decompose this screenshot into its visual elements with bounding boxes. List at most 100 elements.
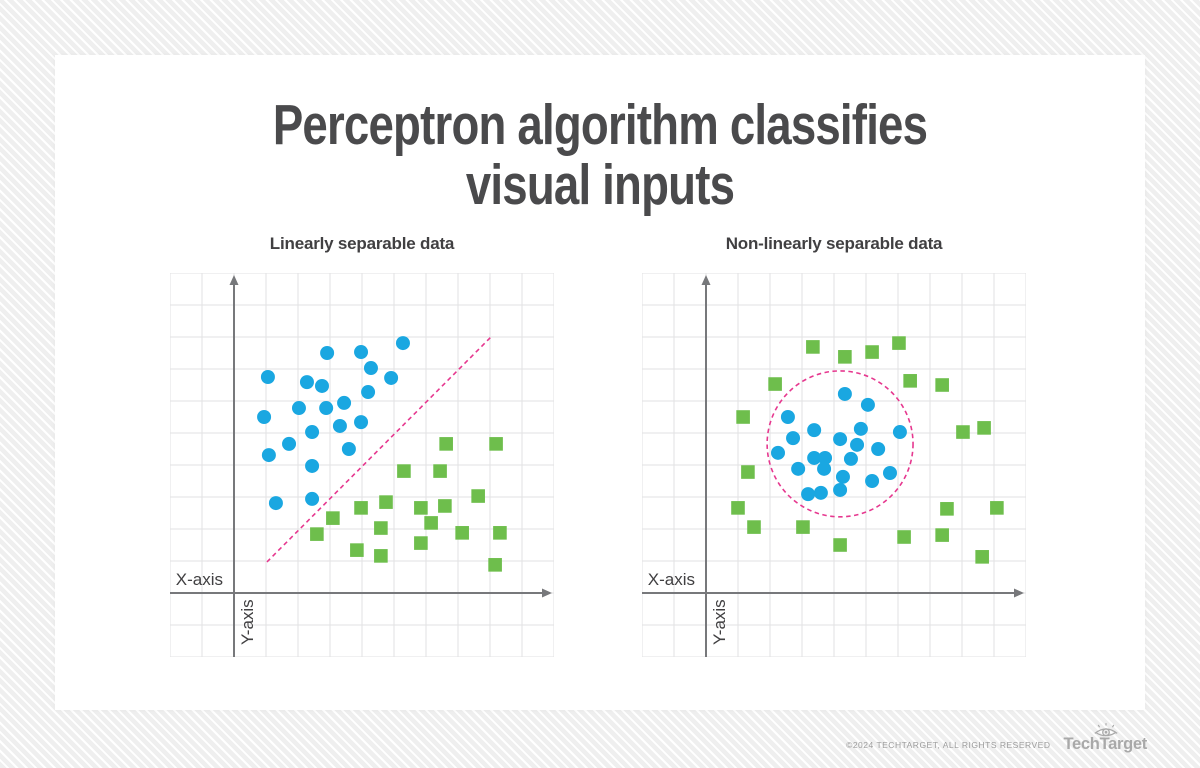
chart-linearly-separable: Linearly separable data X-axis Y-axis [170,233,554,657]
data-point [786,431,801,446]
data-point [935,378,949,392]
footer: ©2024 TECHTARGET, ALL RIGHTS RESERVED Te… [846,722,1147,754]
data-point [384,370,399,385]
data-point [975,550,989,564]
page-title-line2: visual inputs [465,153,735,217]
data-point [850,437,865,452]
decision-boundary [266,336,492,563]
chart-title-linear: Linearly separable data [269,234,455,253]
data-point [489,437,503,451]
data-point [310,527,324,541]
data-point [771,445,785,460]
data-point [837,386,852,401]
data-point [843,451,858,466]
data-point [817,461,832,476]
data-point [455,526,469,540]
data-point [860,397,875,412]
data-point [768,377,782,391]
data-point [833,432,848,447]
data-point [438,499,452,513]
x-axis-label: X-axis [648,570,695,589]
data-point [341,442,356,456]
data-point [780,410,795,424]
data-point [807,450,822,465]
data-point [488,558,502,572]
data-point [977,421,991,435]
data-point [305,458,320,473]
data-point [741,465,755,479]
page-title-line1: Perceptron algorithm classifies [272,93,928,157]
series-blue-circles [257,336,410,511]
data-point [731,501,745,515]
data-point [299,375,314,390]
data-point [471,489,485,503]
data-point [363,361,378,376]
data-point [903,374,917,388]
data-point [940,502,954,516]
series-green-squares [731,336,1004,564]
data-point [433,464,447,478]
grid [642,273,1026,657]
data-point [354,345,369,360]
chart-title-nonlinear: Non-linearly separable data [725,234,943,253]
data-point [319,401,334,416]
data-point [818,450,833,465]
data-point [439,437,453,451]
data-point [833,482,848,497]
data-point [813,485,828,500]
data-point [354,415,369,430]
data-point [374,549,388,563]
data-point [956,425,970,439]
data-point [838,350,852,364]
x-axis-label: X-axis [176,570,223,589]
data-point [865,345,879,359]
y-axis-label: Y-axis [238,599,257,645]
data-point [935,528,949,542]
data-point [414,536,428,550]
data-point [379,495,393,509]
data-point [883,466,897,480]
data-point [305,425,320,440]
infographic-card: Perceptron algorithm classifies visual in… [55,55,1145,710]
data-point [257,410,272,424]
data-point [291,401,306,416]
data-point [892,336,906,350]
data-point [747,520,761,534]
scatter-plot-nonlinear: X-axis Y-axis [642,273,1026,657]
eye-icon [1093,723,1118,737]
copyright-text: ©2024 TECHTARGET, ALL RIGHTS RESERVED [846,740,1051,750]
chart-nonlinearly-separable: Non-linearly separable data X-axis Y-axis [642,233,1026,657]
logo-text: TechTarget [1063,735,1148,753]
data-point [326,511,340,525]
data-point [374,521,388,535]
data-point [320,346,335,360]
decision-boundary [766,370,914,518]
data-point [337,395,352,410]
data-point [493,526,507,540]
page-title: Perceptron algorithm classifies visual in… [164,95,1036,215]
data-point [806,340,820,354]
axes [170,275,552,657]
data-point [282,436,297,451]
data-point [260,370,275,384]
data-point [332,418,347,433]
data-point [268,496,283,511]
data-point [897,530,911,544]
data-point [791,461,806,476]
y-axis-label: Y-axis [710,599,729,645]
data-point [305,491,320,506]
data-point [736,410,750,424]
data-point [865,474,880,488]
grid [170,273,554,657]
data-point [414,501,428,515]
data-point [853,421,868,436]
data-point [361,385,376,400]
data-point [261,448,276,463]
techtarget-logo: TechTarget [1063,722,1148,754]
data-point [354,501,368,515]
data-point [796,520,810,534]
data-point [892,425,907,440]
scatter-plot-linear: X-axis Y-axis [170,273,554,657]
data-point [801,487,816,502]
data-point [833,538,847,552]
